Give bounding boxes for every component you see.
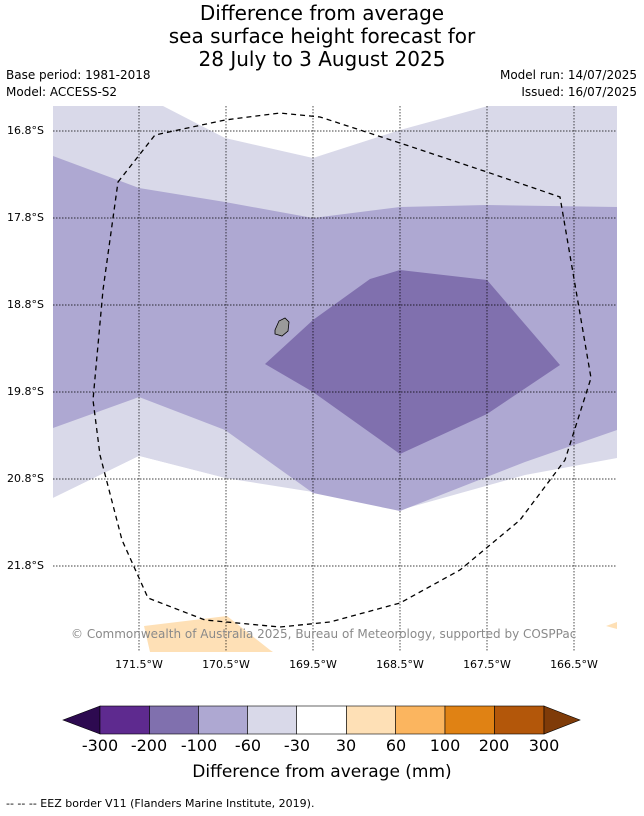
lon-label: 169.5°W: [289, 658, 337, 671]
colorbar-tick-label: -30: [283, 736, 311, 755]
lon-label: 167.5°W: [463, 658, 511, 671]
title-line-3: 28 July to 3 August 2025: [198, 47, 446, 71]
lat-label: 21.8°S: [7, 559, 44, 572]
ssh-anomaly-fill: [53, 106, 617, 652]
lon-label: 168.5°W: [376, 658, 424, 671]
colorbar-tick-label: -100: [180, 736, 218, 755]
lat-label: 18.8°S: [7, 298, 44, 311]
lat-label: 20.8°S: [7, 472, 44, 485]
band-plus30: [144, 616, 273, 652]
copyright-notice: © Commonwealth of Australia 2025, Bureau…: [71, 627, 577, 641]
eez-legend: -- -- -- EEZ border V11 (Flanders Marine…: [6, 797, 315, 810]
colorbar-tick-label: -200: [130, 736, 168, 755]
title-line-2: sea surface height forecast for: [168, 24, 476, 48]
island-niue: [274, 317, 290, 337]
model-run: Model run: 14/07/2025: [499, 68, 637, 82]
model-name: Model: ACCESS-S2: [6, 85, 118, 99]
colorbar-tick-label: -60: [234, 736, 262, 755]
lon-gridlines: [138, 106, 575, 652]
lon-label: 166.5°W: [550, 658, 598, 671]
issued-date: Issued: 16/07/2025: [521, 85, 637, 99]
colorbar-tick-label: 100: [429, 736, 461, 755]
lat-gridlines: [53, 130, 617, 567]
band-neutral-bottom: [53, 456, 617, 652]
lat-label: 17.8°S: [7, 211, 44, 224]
band-neutral-top: [163, 106, 488, 158]
colorbar-title: Difference from average (mm): [192, 762, 452, 782]
lat-label: 16.8°S: [7, 124, 44, 137]
band-plus30-edge: [606, 622, 617, 629]
colorbar-tick-label: 300: [528, 736, 560, 755]
lon-label: 170.5°W: [202, 658, 250, 671]
colorbar-tick-label: -300: [81, 736, 119, 755]
colorbar: [62, 705, 581, 735]
lon-label: 171.5°W: [115, 658, 163, 671]
base-period: Base period: 1981-2018: [6, 68, 151, 82]
colorbar-tick-label: 200: [478, 736, 510, 755]
band-minus100: [265, 270, 560, 454]
colorbar-tick-label: 30: [335, 736, 357, 755]
colorbar-tick-label: 60: [385, 736, 407, 755]
lat-label: 19.8°S: [7, 385, 44, 398]
title-line-1: Difference from average: [199, 1, 445, 25]
